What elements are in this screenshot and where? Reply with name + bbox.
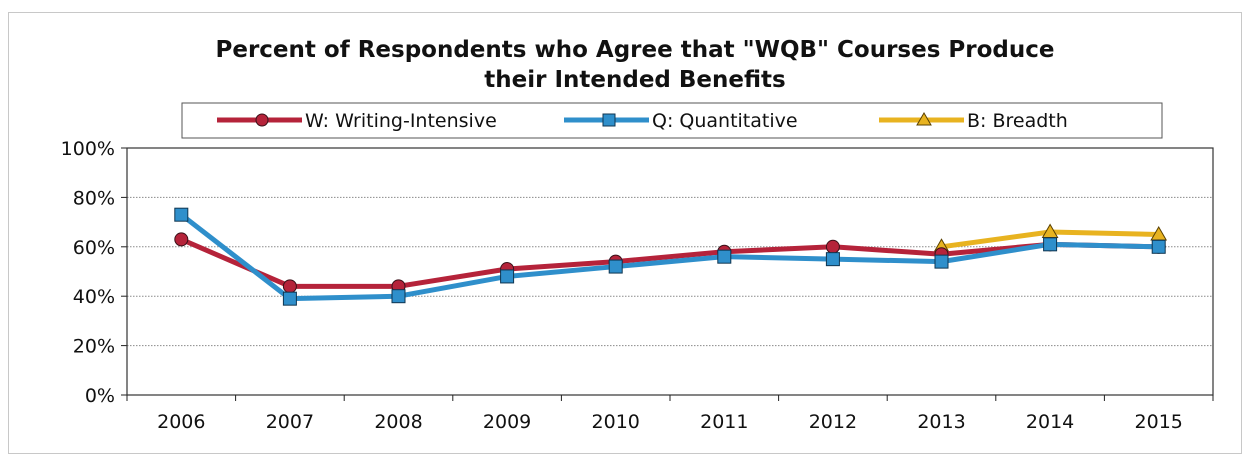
x-tick-label: 2011 bbox=[700, 411, 748, 433]
y-tick-label: 20% bbox=[73, 336, 115, 358]
data-point-square bbox=[608, 259, 623, 274]
data-point-square bbox=[825, 252, 840, 267]
x-tick-label: 2010 bbox=[592, 411, 640, 433]
x-tick-label: 2015 bbox=[1135, 411, 1183, 433]
data-point-square bbox=[282, 291, 297, 306]
data-point-circle bbox=[282, 279, 297, 294]
chart-title-line-1: Percent of Respondents who Agree that "W… bbox=[215, 37, 1054, 63]
data-point-square bbox=[1151, 239, 1166, 254]
data-point-square bbox=[500, 269, 515, 284]
data-point-square bbox=[717, 249, 732, 264]
x-tick-label: 2007 bbox=[266, 411, 314, 433]
legend-marker bbox=[916, 112, 932, 126]
y-tick-label: 60% bbox=[73, 237, 115, 259]
plot-area-border bbox=[126, 147, 1214, 396]
data-point-square bbox=[174, 207, 189, 222]
x-tick-label: 2012 bbox=[809, 411, 857, 433]
axes: 0% 20% 40% 60% 80% 100% 2006 2007 2008 2009 2010 20… bbox=[61, 138, 1214, 433]
y-tick-label: 40% bbox=[73, 286, 115, 308]
data-point-square bbox=[391, 289, 406, 304]
series-line-circle bbox=[178, 236, 1162, 289]
x-tick-label: 2008 bbox=[374, 411, 422, 433]
legend: W: Writing-Intensive Q: Quantitative B: Br… bbox=[181, 102, 1163, 139]
legend-label: W: Writing-Intensive bbox=[305, 110, 497, 132]
y-tick-label: 0% bbox=[85, 385, 115, 407]
series-line-square bbox=[178, 212, 1162, 302]
data-point-circle bbox=[174, 232, 189, 247]
x-tick-label: 2013 bbox=[917, 411, 965, 433]
x-tick-label: 2006 bbox=[157, 411, 205, 433]
y-tick-label: 100% bbox=[61, 138, 115, 160]
series-group bbox=[174, 207, 1168, 306]
chart-title-line-2: their Intended Benefits bbox=[484, 67, 785, 93]
line-chart: Percent of Respondents who Agree that "W… bbox=[61, 37, 1214, 433]
y-tick-label: 80% bbox=[73, 187, 115, 209]
data-point-square bbox=[934, 254, 949, 269]
legend-box bbox=[181, 102, 1163, 139]
data-point-circle bbox=[825, 239, 840, 254]
legend-marker bbox=[255, 113, 269, 127]
data-point-square bbox=[1043, 237, 1058, 252]
x-tick-label: 2009 bbox=[483, 411, 531, 433]
legend-label: Q: Quantitative bbox=[652, 110, 798, 132]
x-tick-label: 2014 bbox=[1026, 411, 1074, 433]
chart-frame: Percent of Respondents who Agree that "W… bbox=[8, 12, 1242, 454]
legend-label: B: Breadth bbox=[967, 110, 1068, 132]
legend-marker bbox=[602, 113, 616, 127]
